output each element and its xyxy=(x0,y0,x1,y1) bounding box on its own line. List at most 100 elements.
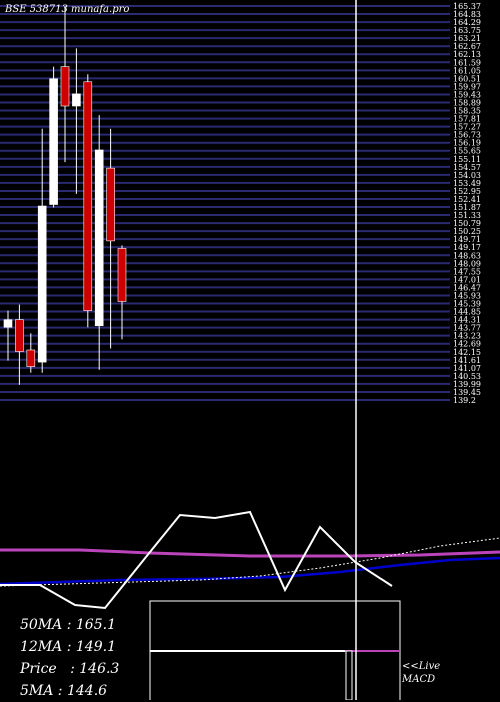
price-tick-label: 142.69 xyxy=(453,340,481,349)
stat-value: 149.1 xyxy=(75,639,116,655)
moving-average-lines xyxy=(0,510,500,610)
price-tick-label: 152.41 xyxy=(453,195,481,204)
candle-body xyxy=(60,66,70,107)
candle xyxy=(26,333,36,373)
price-tick-label: 155.11 xyxy=(453,155,481,164)
stat-label: 5MA xyxy=(20,683,54,699)
price-tick-label: 165.37 xyxy=(453,2,481,11)
price-tick-label: 154.03 xyxy=(453,171,481,180)
candle xyxy=(37,128,47,373)
stat-50ma: 50MA : 165.1 xyxy=(20,617,116,633)
price-tick-label: 157.27 xyxy=(453,123,481,132)
price-tick-label: 156.19 xyxy=(453,139,481,148)
candle-body xyxy=(37,205,47,363)
stat-value: 146.3 xyxy=(79,661,120,677)
candle xyxy=(83,74,93,328)
price-tick-label: 150.79 xyxy=(453,219,481,228)
price-tick-label: 162.13 xyxy=(453,50,481,59)
price-tick-label: 145.39 xyxy=(453,300,481,309)
live-label-line1: <<Live xyxy=(402,661,441,672)
price-tick-label: 159.97 xyxy=(453,82,481,91)
price-tick-label: 156.73 xyxy=(453,131,481,140)
price-tick-label: 141.07 xyxy=(453,364,481,373)
price-tick-label: 139.99 xyxy=(453,380,481,389)
candle-body xyxy=(72,93,81,107)
candle xyxy=(106,128,115,349)
price-tick-label: 149.17 xyxy=(453,243,481,252)
price-tick-label: 162.67 xyxy=(453,42,481,51)
candle xyxy=(3,310,13,361)
price-tick-label: 160.51 xyxy=(453,74,481,83)
price-tick-label: 150.25 xyxy=(453,227,481,236)
price-tick-label: 164.29 xyxy=(453,18,481,27)
price-tick-label: 151.87 xyxy=(453,203,481,212)
price-grid xyxy=(0,5,450,401)
chart-title: BSE 538713 munafa.pro xyxy=(5,4,130,15)
stat-label: 12MA xyxy=(20,639,63,655)
price-tick-label: 152.95 xyxy=(453,187,481,196)
candle xyxy=(72,48,81,194)
ma-purple-line xyxy=(0,548,500,558)
price-tick-label: 149.71 xyxy=(453,235,481,244)
price-axis-tick-labels: 165.37164.83164.29163.75163.21162.67162.… xyxy=(453,2,481,405)
macd-histogram-bar xyxy=(345,650,353,700)
price-tick-label: 146.47 xyxy=(453,283,481,292)
price-tick-label: 153.49 xyxy=(453,179,481,188)
candle xyxy=(49,66,58,208)
price-tick-label: 161.59 xyxy=(453,58,481,67)
candle-body xyxy=(15,319,24,352)
price-tick-label: 155.65 xyxy=(453,147,481,156)
price-tick-label: 144.85 xyxy=(453,308,481,317)
price-tick-label: 154.57 xyxy=(453,163,481,172)
price-tick-label: 145.93 xyxy=(453,291,481,300)
candle-body xyxy=(117,248,127,302)
candle-body xyxy=(94,149,104,327)
candle xyxy=(117,245,127,340)
price-tick-label: 164.83 xyxy=(453,10,481,19)
price-tick-label: 148.09 xyxy=(453,259,481,268)
price-tick-label: 139.2 xyxy=(453,396,476,405)
candle-body xyxy=(49,78,58,205)
price-tick-label: 163.75 xyxy=(453,26,481,35)
stat-price: Price : 146.3 xyxy=(20,661,120,677)
stat-12ma: 12MA : 149.1 xyxy=(20,639,116,655)
candle-body xyxy=(106,167,115,242)
stat-label: 50MA xyxy=(20,617,63,633)
live-macd-label: <<Live MACD xyxy=(402,660,440,686)
price-tick-label: 143.77 xyxy=(453,324,481,333)
live-label-line2: MACD xyxy=(402,674,436,685)
price-tick-label: 144.31 xyxy=(453,316,481,325)
ma-white-dotted-line xyxy=(0,537,500,587)
candle xyxy=(94,115,104,370)
candle-body xyxy=(26,349,36,367)
ma-white-line xyxy=(0,510,393,610)
price-tick-label: 157.81 xyxy=(453,115,481,124)
price-tick-label: 159.43 xyxy=(453,90,481,99)
macd-panel xyxy=(149,600,401,700)
candle xyxy=(60,6,70,163)
price-tick-label: 148.63 xyxy=(453,251,481,260)
price-tick-label: 147.01 xyxy=(453,275,481,284)
stat-5ma: 5MA : 144.6 xyxy=(20,683,108,699)
macd-box xyxy=(149,600,401,700)
price-tick-label: 163.21 xyxy=(453,34,481,43)
price-tick-label: 143.23 xyxy=(453,332,481,341)
candle-body xyxy=(3,319,13,328)
stat-value: 165.1 xyxy=(75,617,116,633)
price-tick-label: 141.61 xyxy=(453,356,481,365)
ma-blue-line xyxy=(0,556,500,586)
price-tick-label: 147.55 xyxy=(453,267,481,276)
candle-body xyxy=(83,81,93,311)
price-tick-label: 139.45 xyxy=(453,388,481,397)
price-tick-label: 158.89 xyxy=(453,98,481,107)
price-tick-label: 161.05 xyxy=(453,66,481,75)
price-tick-label: 151.33 xyxy=(453,211,481,220)
price-tick-label: 158.35 xyxy=(453,107,481,116)
price-tick-label: 142.15 xyxy=(453,348,481,357)
stat-value: 144.6 xyxy=(66,683,108,699)
indicator-stats: 50MA : 165.1 12MA : 149.1 Price : 146.3 … xyxy=(20,614,119,702)
candlestick-series xyxy=(3,6,127,385)
price-tick-label: 140.53 xyxy=(453,372,481,381)
candle xyxy=(15,304,24,385)
